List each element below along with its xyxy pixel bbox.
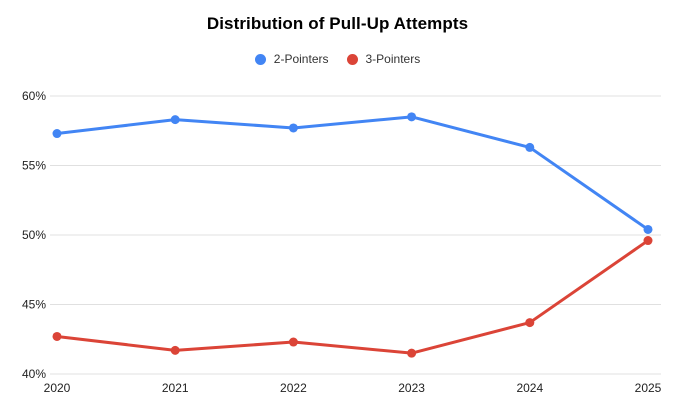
data-point-2-pointers-2023 — [407, 112, 417, 122]
data-point-3-pointers-2024 — [525, 318, 535, 328]
series-line-2-pointers — [55, 115, 650, 231]
data-point-2-pointers-2024 — [525, 142, 535, 152]
legend-item-3-pointers: 3-Pointers — [346, 52, 421, 66]
y-axis-tick-label: 50% — [22, 228, 46, 242]
chart-title: Distribution of Pull-Up Attempts — [206, 14, 469, 33]
data-point-2-pointers-2022 — [288, 123, 298, 133]
data-point-2-pointers-2025 — [643, 224, 653, 234]
data-point-2-pointers-2021 — [170, 115, 180, 125]
legend-dot-3-pointers-icon — [346, 53, 358, 65]
legend-label-2-pointers: 2-Pointers — [273, 52, 329, 66]
data-point-2-pointers-2020 — [52, 129, 62, 139]
legend-dot-2-pointers-icon — [254, 53, 266, 65]
chart-legend: 2-Pointers 3-Pointers — [0, 52, 675, 66]
y-axis-tick-label: 40% — [22, 367, 46, 381]
y-axis-tick-label: 60% — [22, 89, 46, 103]
legend-label-3-pointers: 3-Pointers — [365, 52, 421, 66]
x-axis-tick-label: 2023 — [398, 381, 425, 395]
data-point-3-pointers-2020 — [52, 331, 62, 341]
y-axis-tick-label: 45% — [22, 298, 46, 312]
x-axis-tick-label: 2022 — [280, 381, 307, 395]
data-point-3-pointers-2025 — [643, 236, 653, 246]
x-axis-tick-label: 2025 — [635, 381, 662, 395]
data-point-3-pointers-2023 — [407, 348, 417, 358]
x-axis-tick-label: 2024 — [516, 381, 543, 395]
x-axis-tick-label: 2020 — [44, 381, 71, 395]
legend-item-2-pointers: 2-Pointers — [254, 52, 329, 66]
data-point-3-pointers-2021 — [170, 345, 180, 355]
y-axis-tick-label: 55% — [22, 159, 46, 173]
x-axis-tick-label: 2021 — [162, 381, 189, 395]
series-line-3-pointers — [55, 239, 650, 355]
data-point-3-pointers-2022 — [288, 337, 298, 347]
